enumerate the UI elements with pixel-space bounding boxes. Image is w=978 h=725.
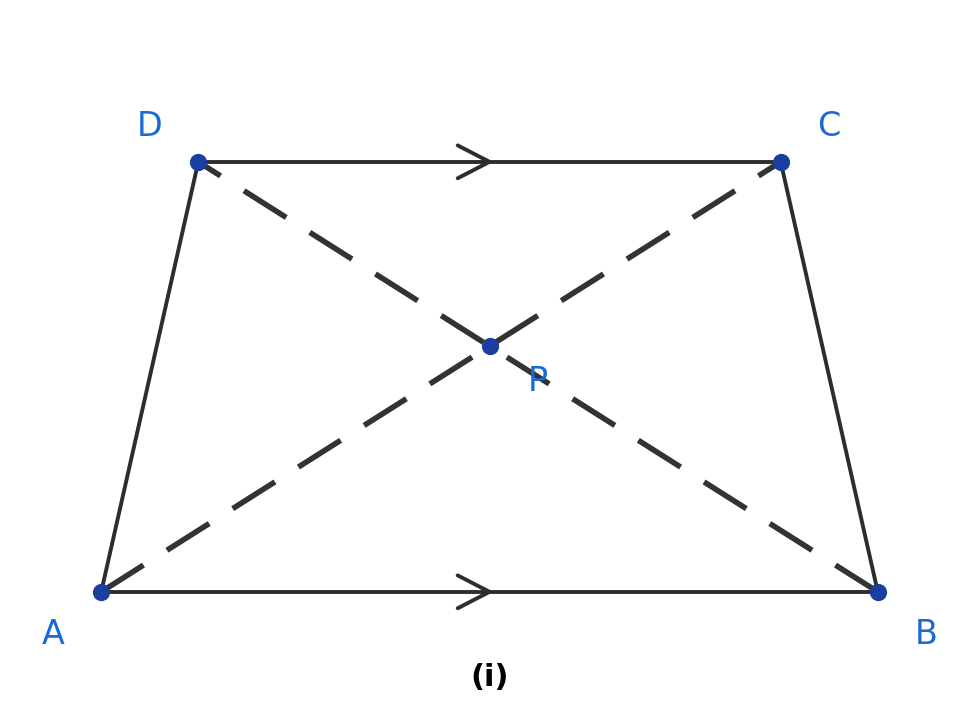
Point — [772, 156, 787, 167]
Point — [93, 586, 109, 597]
Point — [869, 586, 885, 597]
Text: D: D — [137, 109, 162, 143]
Point — [481, 340, 497, 352]
Point — [191, 156, 206, 167]
Text: C: C — [817, 109, 840, 143]
Text: (i): (i) — [469, 663, 509, 692]
Text: P: P — [527, 365, 548, 399]
Text: A: A — [41, 618, 65, 651]
Text: B: B — [913, 618, 937, 651]
